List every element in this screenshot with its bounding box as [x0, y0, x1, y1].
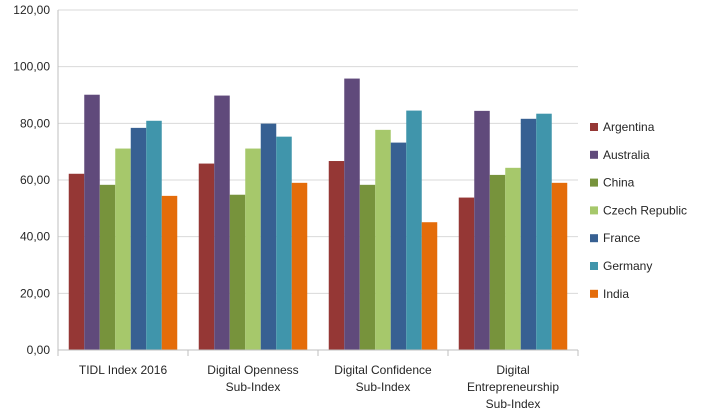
bar	[99, 184, 116, 350]
category-label: Digital Confidence	[334, 363, 432, 377]
legend-label: Australia	[603, 148, 650, 162]
legend-swatch	[590, 178, 598, 187]
bar	[359, 184, 376, 350]
legend-swatch	[590, 150, 598, 159]
bar	[344, 78, 360, 350]
bar	[489, 174, 506, 350]
y-tick-label: 0,00	[27, 343, 51, 357]
x-axis-category-labels: TIDL Index 2016 Digital Openness Sub-Index…	[79, 363, 559, 411]
legend-item: Australia	[590, 148, 650, 162]
y-axis-tick-labels: 0,00 20,00 40,00 60,00 80,00 100,00 120,00	[13, 3, 50, 357]
category-label: TIDL Index 2016	[79, 363, 168, 377]
bar	[115, 148, 131, 350]
bar	[421, 222, 438, 350]
bar	[68, 173, 85, 350]
bar	[161, 195, 178, 350]
bar	[551, 182, 568, 350]
series-australia	[84, 78, 490, 351]
legend-label: Germany	[603, 259, 652, 273]
bar	[198, 163, 215, 350]
legend-label: Argentina	[603, 120, 655, 134]
bar	[245, 148, 261, 350]
bar	[291, 182, 308, 350]
bar	[474, 110, 490, 351]
bar	[146, 120, 162, 350]
bar	[406, 110, 422, 350]
axes	[57, 10, 579, 356]
bar	[84, 94, 100, 350]
legend-swatch	[590, 262, 598, 270]
series-france	[130, 118, 537, 351]
bar	[229, 194, 246, 350]
category-label: Digital Openness	[207, 363, 298, 377]
legend-item: India	[590, 287, 629, 301]
legend-item: France	[590, 231, 641, 245]
legend: Argentina Australia China Czech Republic Fra…	[590, 120, 687, 301]
legend-item: Czech Republic	[590, 203, 687, 217]
category-label: Entrepreneurship	[467, 380, 559, 394]
bars	[68, 78, 568, 351]
legend-swatch	[590, 206, 598, 215]
series-argentina	[68, 161, 475, 350]
legend-label: India	[603, 287, 629, 301]
category-label: Sub-Index	[486, 397, 541, 411]
legend-label: France	[603, 231, 641, 245]
series-china	[99, 174, 506, 350]
y-tick-label: 20,00	[20, 286, 50, 300]
bar	[536, 113, 552, 350]
bar	[328, 161, 345, 350]
bar	[390, 142, 407, 350]
y-tick-label: 100,00	[13, 60, 50, 74]
y-tick-label: 80,00	[20, 116, 50, 130]
bar	[276, 136, 292, 350]
bar	[505, 167, 521, 350]
category-label: Sub-Index	[356, 380, 411, 394]
bar	[130, 127, 147, 351]
legend-swatch	[590, 289, 598, 298]
legend-label: Czech Republic	[603, 203, 687, 217]
bar	[260, 123, 277, 351]
bar	[214, 95, 230, 350]
legend-item: Argentina	[590, 120, 655, 134]
legend-swatch	[590, 123, 598, 131]
y-tick-label: 60,00	[20, 173, 50, 187]
legend-label: China	[603, 176, 635, 190]
series-germany	[146, 110, 552, 350]
y-tick-label: 40,00	[20, 230, 50, 244]
bar	[520, 118, 537, 350]
category-label: Sub-Index	[226, 380, 281, 394]
legend-swatch	[590, 234, 598, 243]
bar	[375, 129, 391, 350]
legend-item: China	[590, 176, 635, 190]
legend-item: Germany	[590, 259, 652, 273]
series-czech-republic	[115, 129, 521, 350]
bar	[458, 197, 475, 350]
category-label: Digital	[496, 363, 529, 377]
series-india	[161, 182, 568, 350]
y-tick-label: 120,00	[13, 3, 50, 17]
